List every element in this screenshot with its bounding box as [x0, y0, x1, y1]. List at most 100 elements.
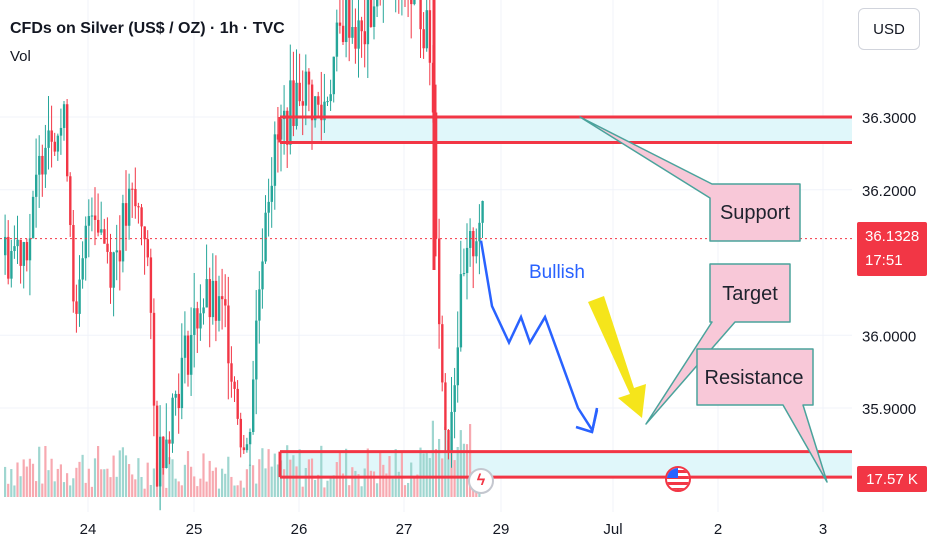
volume-bar	[38, 446, 41, 497]
candle-body	[97, 219, 100, 233]
volume-bar	[224, 473, 227, 497]
support-callout	[579, 116, 801, 242]
volume-bar	[183, 464, 186, 497]
x-tick-label: Jul	[603, 521, 622, 538]
candle-body	[199, 313, 202, 329]
candle-body	[248, 431, 252, 445]
candle-body	[22, 242, 25, 266]
volume-bar	[28, 458, 31, 497]
candle-body	[128, 188, 131, 226]
candle-body	[292, 80, 295, 126]
volume-bar	[273, 453, 276, 497]
volume-bar	[465, 444, 469, 497]
volume-bar	[165, 487, 168, 497]
volume-bar	[146, 462, 149, 497]
x-tick-label: 25	[186, 521, 203, 538]
flash-icon[interactable]: ϟ	[468, 468, 494, 494]
candle-body	[252, 379, 255, 432]
candle-body	[438, 238, 441, 325]
candle-body	[221, 296, 224, 300]
volume-bar	[252, 465, 255, 497]
candle-body	[38, 155, 41, 175]
candle-body	[456, 347, 459, 386]
us-flag-icon[interactable]	[665, 466, 691, 492]
volume-bar	[422, 453, 425, 497]
volume-bar	[56, 468, 59, 497]
last-price-value: 36.1328	[865, 228, 920, 245]
volume-bar	[351, 467, 354, 497]
volume-bar	[338, 451, 341, 497]
candle-body	[31, 196, 35, 239]
volume-bar	[301, 486, 304, 497]
candle-body	[301, 101, 304, 106]
candle-body	[4, 236, 7, 256]
candle-body	[168, 439, 171, 444]
candle-body	[155, 405, 159, 487]
volume-bar	[230, 476, 233, 497]
volume-bar	[109, 477, 112, 497]
candle-body	[465, 247, 469, 274]
candle-body	[422, 29, 425, 49]
candle-body	[196, 308, 199, 329]
volume-bar	[143, 488, 146, 497]
volume-bar	[97, 446, 100, 497]
volume-bar	[112, 455, 115, 497]
candle-body	[62, 104, 66, 128]
volume-tag: 17.57 K	[857, 466, 927, 492]
volume-bar	[128, 464, 131, 497]
candle-body	[245, 444, 249, 451]
candle-body	[10, 251, 13, 279]
support-label: Support	[720, 202, 790, 224]
volume-bar	[248, 464, 252, 497]
volume-bar	[304, 467, 307, 497]
candle-body	[140, 207, 143, 227]
volume-bar	[320, 445, 323, 497]
volume-bar	[394, 449, 397, 497]
volume-bar	[444, 426, 447, 497]
volume-bar	[400, 452, 403, 497]
candle-body	[267, 201, 270, 213]
volume-bar	[131, 474, 134, 497]
volume-bar	[62, 482, 66, 497]
volume-bar	[233, 485, 236, 497]
volume-bar	[47, 470, 50, 497]
candle-body	[174, 393, 177, 398]
volume-bar	[171, 459, 174, 497]
yellow-arrow	[588, 296, 646, 418]
currency-button[interactable]: USD	[858, 8, 920, 50]
candle-body	[233, 381, 236, 389]
volume-bar	[4, 466, 7, 497]
volume-bar	[217, 488, 221, 497]
candle-body	[186, 335, 190, 375]
candle-body	[419, 0, 422, 30]
volume-bar	[205, 481, 208, 497]
volume-bar	[106, 468, 109, 497]
volume-bar	[124, 455, 128, 497]
candle-body	[25, 242, 29, 261]
candle-body	[283, 110, 286, 120]
volume-bar	[72, 478, 75, 497]
volume-bar	[100, 469, 103, 497]
candle-body	[329, 94, 332, 102]
candle-body	[217, 296, 221, 321]
candle-body	[72, 225, 75, 302]
candle-body	[475, 241, 478, 257]
volume-bar	[90, 486, 93, 497]
x-tick-label: 24	[80, 521, 97, 538]
volume-bar	[44, 445, 47, 497]
candle-body	[239, 418, 242, 448]
volume-bar	[199, 478, 202, 497]
symbol-title[interactable]: CFDs on Silver (US$ / OZ) · 1h · TVC	[10, 20, 285, 37]
volume-bar	[66, 473, 69, 497]
candle-body	[478, 222, 481, 242]
volume-bar	[41, 483, 44, 497]
candle-body	[366, 0, 370, 45]
volume-bar	[81, 454, 84, 497]
candle-body	[341, 25, 345, 43]
volume-bar	[360, 486, 363, 497]
candle-body	[149, 257, 153, 313]
candle-body	[286, 110, 289, 145]
volume-bar	[7, 483, 10, 497]
volume-bar	[177, 481, 180, 497]
